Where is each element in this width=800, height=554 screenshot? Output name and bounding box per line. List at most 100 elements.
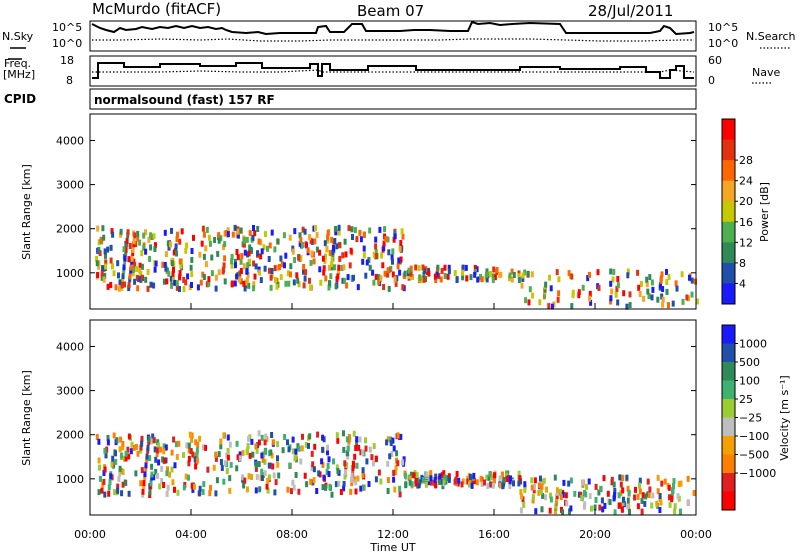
data-cell xyxy=(110,228,114,235)
data-cell xyxy=(226,434,230,441)
data-cell xyxy=(96,272,100,278)
data-cell xyxy=(170,282,174,289)
data-cell xyxy=(122,264,126,271)
data-cell xyxy=(685,294,689,301)
data-cell xyxy=(468,473,472,480)
data-cell xyxy=(519,478,522,485)
data-cell xyxy=(246,262,250,269)
data-cell xyxy=(269,449,273,456)
data-cell xyxy=(257,238,261,245)
data-cell xyxy=(248,230,252,237)
data-cell xyxy=(359,485,363,492)
data-cell xyxy=(134,241,138,248)
data-cell xyxy=(581,284,585,291)
data-cell xyxy=(365,458,369,465)
data-cell xyxy=(344,251,348,258)
data-cell xyxy=(241,474,245,481)
data-cell xyxy=(229,461,233,468)
data-cell xyxy=(475,479,479,486)
data-cell xyxy=(196,441,200,448)
data-cell xyxy=(245,267,249,274)
data-cell xyxy=(147,236,151,243)
data-cell xyxy=(138,262,142,269)
data-cell xyxy=(676,493,680,500)
data-cell xyxy=(120,468,124,474)
data-cell xyxy=(550,303,554,310)
colorbar-segment xyxy=(722,417,735,437)
freq-panel: Freq. [MHz] 18 8 60 0 Nave xyxy=(3,54,780,87)
data-cell xyxy=(598,504,602,511)
data-cell xyxy=(650,294,654,301)
data-cell xyxy=(253,273,257,280)
data-cell xyxy=(273,246,277,253)
data-cell xyxy=(210,270,214,277)
data-cell xyxy=(382,284,386,290)
data-cell xyxy=(214,455,218,462)
cpid-box xyxy=(89,88,697,110)
data-cell xyxy=(407,267,411,274)
data-cell xyxy=(113,489,117,496)
data-cell xyxy=(259,253,263,260)
data-cell xyxy=(140,274,144,281)
data-cell xyxy=(226,448,230,454)
data-cell xyxy=(147,436,151,443)
data-cell xyxy=(327,284,331,291)
data-cell xyxy=(235,273,239,280)
data-cell xyxy=(517,273,521,280)
data-cell xyxy=(675,285,679,292)
data-cell xyxy=(303,472,307,479)
data-cell xyxy=(520,493,524,500)
power-colorbar-label: Power [dB] xyxy=(758,182,771,242)
data-cell xyxy=(318,266,322,273)
data-cell xyxy=(122,246,126,253)
data-cell xyxy=(174,441,178,448)
data-cell xyxy=(166,484,170,491)
data-cell xyxy=(672,483,675,489)
data-cell xyxy=(233,258,237,265)
data-cell xyxy=(660,271,664,278)
data-cell xyxy=(164,265,168,272)
freq-trace xyxy=(92,62,694,79)
cpid-label: CPID xyxy=(4,92,36,106)
y-tick-label: 3000 xyxy=(56,385,84,398)
data-cell xyxy=(116,487,120,494)
data-cell xyxy=(337,229,341,236)
data-cell xyxy=(98,250,102,257)
data-cell xyxy=(472,478,476,485)
data-cell xyxy=(170,466,174,473)
data-cell xyxy=(123,281,126,288)
data-cell xyxy=(266,245,269,252)
data-cell xyxy=(293,257,297,263)
data-cell xyxy=(248,244,252,251)
data-cell xyxy=(346,445,350,452)
data-cell xyxy=(600,497,604,504)
data-cell xyxy=(371,460,375,467)
data-cell xyxy=(355,462,359,469)
data-cell xyxy=(648,274,652,281)
data-cell xyxy=(597,489,601,496)
data-cell xyxy=(198,485,202,492)
data-cell xyxy=(501,482,505,489)
data-cell xyxy=(531,494,535,501)
data-cell xyxy=(293,228,297,235)
data-cell xyxy=(340,265,344,271)
data-cell xyxy=(201,225,205,232)
data-cell xyxy=(508,483,512,490)
data-cell xyxy=(539,488,543,495)
data-cell xyxy=(182,452,185,459)
data-cell xyxy=(612,481,616,488)
data-cell xyxy=(626,497,630,504)
data-cell xyxy=(242,237,246,244)
data-cell xyxy=(231,231,235,238)
data-cell xyxy=(398,485,402,492)
data-cell xyxy=(223,255,227,262)
data-cell xyxy=(355,440,359,447)
data-cell xyxy=(617,502,621,509)
data-cell xyxy=(455,276,459,283)
nsearch-trace xyxy=(92,38,694,42)
data-cell xyxy=(475,266,479,273)
data-cell xyxy=(106,434,110,441)
data-cell xyxy=(97,438,101,445)
data-cell xyxy=(106,246,110,253)
data-cell xyxy=(523,484,527,491)
